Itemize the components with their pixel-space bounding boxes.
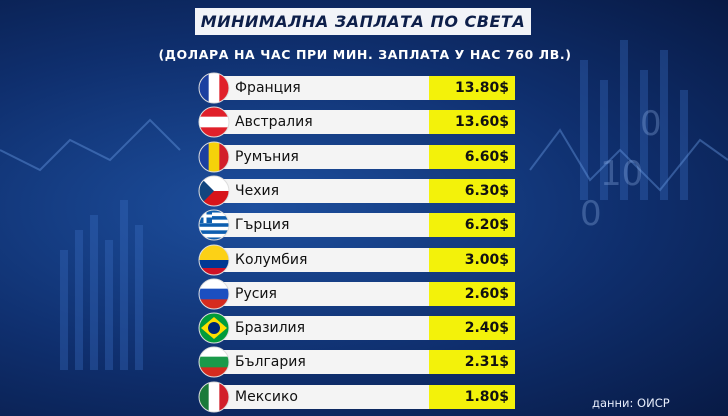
wage-value: 2.60$ (429, 281, 515, 306)
country-row: Румъния 6.60$ (198, 141, 518, 173)
country-name: Румъния (215, 144, 429, 169)
flag-icon (198, 312, 230, 344)
wage-value: 13.60$ (429, 110, 515, 135)
wage-value: 13.80$ (429, 76, 515, 100)
flag-icon (198, 209, 230, 241)
country-name: Чехия (215, 178, 429, 203)
country-row: Бразилия 2.40$ (198, 312, 518, 344)
wage-value: 6.30$ (429, 178, 515, 203)
country-row: Чехия 6.30$ (198, 175, 518, 207)
wage-value: 2.40$ (429, 316, 515, 341)
flag-icon (198, 106, 230, 138)
flag-icon (198, 141, 230, 173)
country-name: Гърция (215, 213, 429, 238)
country-name: Русия (215, 281, 429, 306)
wage-value: 6.20$ (429, 213, 515, 238)
title: МИНИМАЛНА ЗАПЛАТА ПО СВЕТА (195, 8, 531, 35)
flag-icon (198, 381, 230, 413)
country-name: Бразилия (215, 316, 429, 341)
country-name: Колумбия (215, 247, 429, 272)
country-name: България (215, 350, 429, 375)
country-name: Франция (215, 76, 429, 100)
country-row: Колумбия 3.00$ (198, 244, 518, 275)
flag-icon (198, 175, 230, 207)
country-row: Австралия 13.60$ (198, 106, 518, 138)
wage-value: 3.00$ (429, 247, 515, 272)
wage-value: 6.60$ (429, 144, 515, 169)
svg-text:0: 0 (580, 194, 602, 234)
svg-text:0: 0 (640, 104, 662, 144)
country-row: България 2.31$ (198, 346, 518, 378)
country-row: Мексико 1.80$ (198, 381, 518, 413)
country-name: Мексико (215, 384, 429, 409)
country-row: Гърция 6.20$ (198, 209, 518, 241)
flag-icon (198, 346, 230, 378)
source: данни: ОИСР (592, 396, 670, 410)
svg-text:10: 10 (600, 154, 643, 194)
flag-icon (198, 278, 230, 310)
country-row: Франция 13.80$ (198, 72, 518, 104)
flag-icon (198, 244, 230, 275)
wage-value: 2.31$ (429, 350, 515, 375)
country-row: Русия 2.60$ (198, 278, 518, 310)
flag-icon (198, 72, 230, 104)
subtitle: (ДОЛАРА НА ЧАС ПРИ МИН. ЗАПЛАТА У НАС 76… (158, 47, 572, 62)
country-name: Австралия (215, 110, 429, 135)
wage-value: 1.80$ (429, 384, 515, 409)
